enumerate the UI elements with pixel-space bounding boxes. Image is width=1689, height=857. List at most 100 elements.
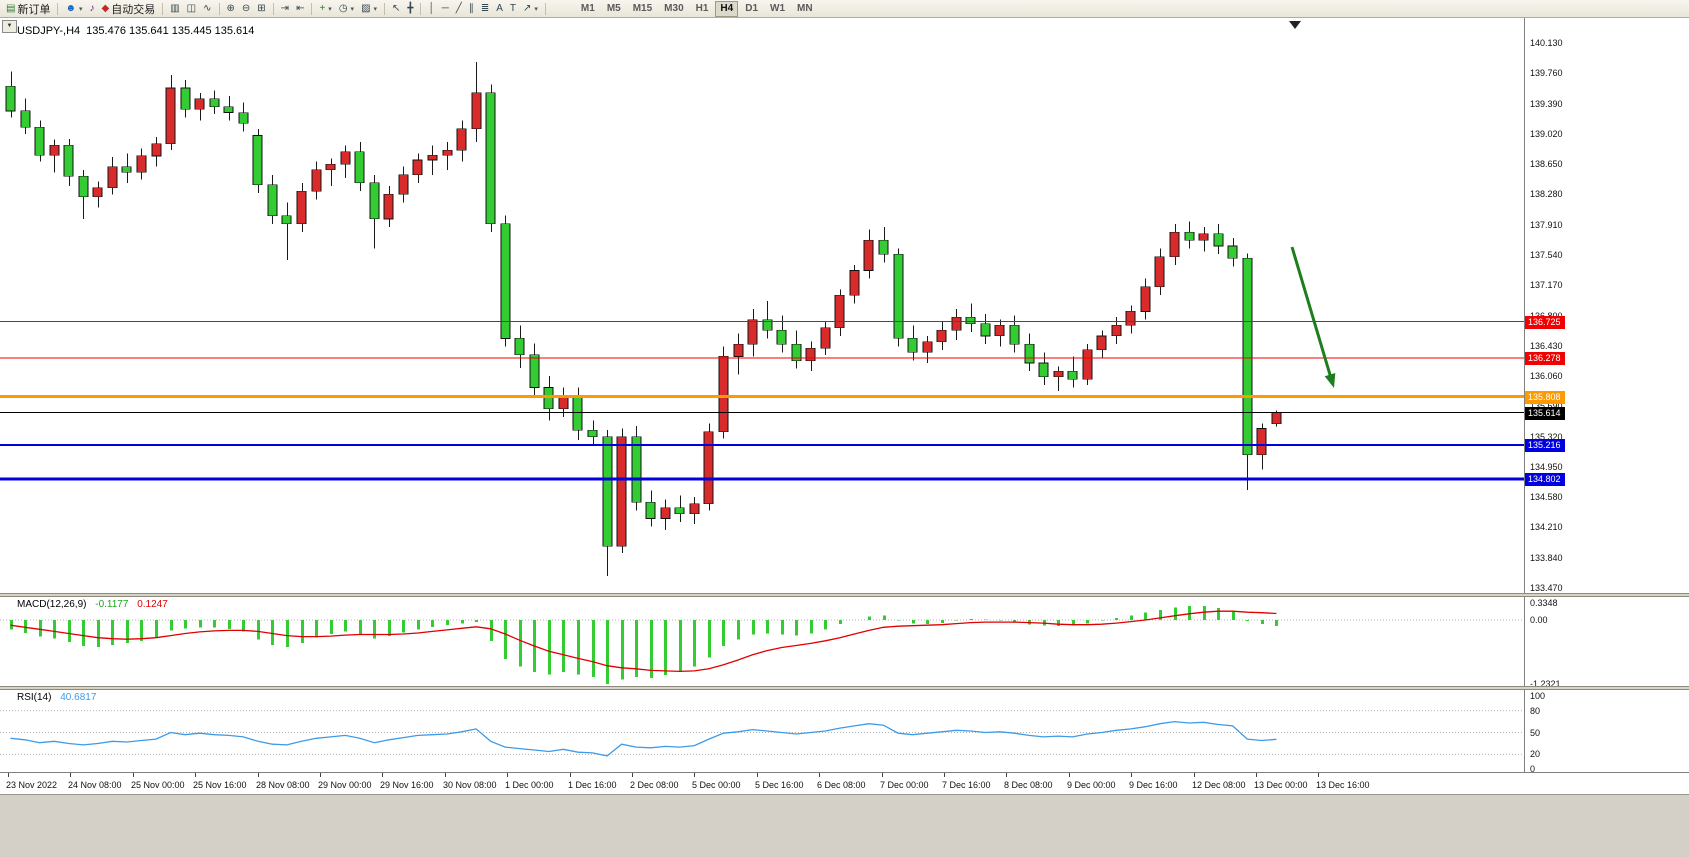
main-chart-canvas[interactable] [0,18,1524,593]
time-tick-label: 13 Dec 16:00 [1316,780,1370,790]
time-tick [632,773,633,777]
alerts-button[interactable]: ♪ [87,1,98,16]
macd-label: MACD(12,26,9) [17,599,87,610]
one-click-trading-toggle[interactable]: ▼ [2,20,17,33]
chart-shift-marker-icon[interactable] [1289,21,1301,29]
vertical-line-icon: │ [428,2,435,14]
periods-button[interactable]: ◷ ▾ [336,1,357,16]
time-tick [133,773,134,777]
time-tick-label: 5 Dec 16:00 [755,780,804,790]
time-tick-label: 23 Nov 2022 [6,780,58,790]
main-chart-panel[interactable]: ▼ USDJPY-,H4 135.476 135.641 135.445 135.… [0,18,1524,593]
time-tick-label: 25 Nov 16:00 [193,780,247,790]
line-chart-button[interactable]: ∿ [200,1,214,16]
timeframe-h4-button[interactable]: H4 [715,0,739,17]
horizontal-line-button[interactable]: ─ [439,1,452,16]
price-badge: 135.808 [1525,391,1565,404]
auto-trading-label: 自动交易 [111,3,156,16]
arrow-annotation[interactable] [1290,246,1333,379]
cursor-button[interactable]: ↖ [389,1,403,16]
time-tick-label: 7 Dec 16:00 [942,780,991,790]
crosshair-button[interactable]: ╋ [404,1,416,16]
bar-chart-icon: ▥ [170,2,180,14]
timeframe-d1-button[interactable]: D1 [745,2,759,14]
price-tick-label: 135.320 [1530,432,1563,442]
rsi-label: RSI(14) [17,692,52,703]
caret-down-icon: ▾ [78,5,83,13]
time-tick [1006,773,1007,777]
time-scale[interactable]: 23 Nov 2022 24 Nov 08:00 25 Nov 00:00 25 No… [0,772,1689,794]
profiles-button[interactable]: ☻ ▾ [62,1,85,16]
auto-scroll-button[interactable]: ⇥ [278,1,292,16]
timeframe-m15-button[interactable]: M15 [632,2,653,14]
time-tick [1194,773,1195,777]
macd-tick-label: 0.00 [1530,615,1548,625]
macd-panel[interactable]: MACD(12,26,9) -0.1177 0.1247 [0,597,1524,686]
zoom-in-icon: ⊕ [226,2,235,14]
trendline-button[interactable]: ╱ [453,1,465,16]
rsi-tick-label: 20 [1530,749,1541,759]
text-button[interactable]: A [493,1,506,16]
timeframe-m30-button[interactable]: M30 [664,2,684,14]
toolbar-separator [384,2,386,15]
indicators-button[interactable]: + ▾ [316,1,334,16]
time-tick [445,773,446,777]
price-tick-label: 136.060 [1530,371,1563,381]
price-badge: 134.802 [1525,473,1565,486]
caret-down-icon: ▾ [373,5,378,13]
ohlc-values: 135.476 135.641 135.445 135.614 [86,25,255,37]
chart-shift-icon: ⇤ [296,2,305,14]
rsi-canvas[interactable] [0,690,1524,772]
toolbar: ▤ 新订单 ☻ ▾ ♪ ◆ 自动交易 ▥ ◫ ∿ ⊕ ⊖ ⊞ ⇥ ⇤ + ▾ ◷ ▾ ▨ ▾ ↖ ╋ │ ─ ╱ ∥ ≣ A T ↗ ▾ M1 M… [0,0,1689,18]
timeframe-m5-button[interactable]: M5 [606,2,621,14]
panel-splitter[interactable] [0,593,1689,597]
caret-down-icon: ▾ [350,5,355,13]
tile-windows-button[interactable]: ⊞ [254,1,268,16]
price-tick-label: 133.470 [1530,583,1563,593]
rsi-tick-label: 0 [1530,764,1536,774]
new-order-icon: ▤ [6,2,16,14]
time-tick [882,773,883,777]
chevron-down-icon: ▼ [6,23,13,29]
equidistant-channel-button[interactable]: ∥ [466,1,477,16]
price-scale[interactable]: 140.130 139.760 139.390 139.020 138.650 138.2… [1524,18,1689,774]
price-badge: 136.725 [1525,316,1565,329]
caret-down-icon: ▾ [328,5,332,13]
time-tick [1069,773,1070,777]
time-tick [195,773,196,777]
fibonacci-button[interactable]: ≣ [478,1,492,16]
macd-histogram [10,606,1278,684]
chart-title: USDJPY-,H4 135.476 135.641 135.445 135.61… [17,25,254,37]
time-tick [757,773,758,777]
macd-value: -0.1177 [95,599,129,610]
text-label-button[interactable]: T [507,1,519,16]
arrow-annotation-head[interactable] [1324,373,1336,388]
panel-splitter[interactable] [0,686,1689,690]
zoom-in-button[interactable]: ⊕ [224,1,238,16]
rsi-panel[interactable]: RSI(14) 40.6817 [0,690,1524,772]
time-tick [382,773,383,777]
timeframe-h1-button[interactable]: H1 [695,2,709,14]
macd-canvas[interactable] [0,597,1524,686]
templates-button[interactable]: ▨ ▾ [358,1,380,16]
rsi-title: RSI(14) 40.6817 [17,692,96,703]
auto-trading-button[interactable]: ◆ 自动交易 [99,1,159,16]
indicators-icon: + [319,2,326,14]
bar-chart-button[interactable]: ▥ [167,1,182,16]
arrows-button[interactable]: ↗ ▾ [520,1,541,16]
new-order-label: 新订单 [17,3,51,16]
timeframe-w1-button[interactable]: W1 [770,2,786,14]
candlestick-chart-button[interactable]: ◫ [184,1,199,16]
timeframe-m1-button[interactable]: M1 [580,2,595,14]
timeframe-mn-button[interactable]: MN [797,2,813,14]
new-order-button[interactable]: ▤ 新订单 [3,1,53,16]
rsi-tick-label: 80 [1530,706,1541,716]
chart-shift-button[interactable]: ⇤ [293,1,307,16]
time-tick [694,773,695,777]
vertical-line-button[interactable]: │ [425,1,437,16]
zoom-out-button[interactable]: ⊖ [239,1,253,16]
time-tick-label: 13 Dec 00:00 [1254,780,1308,790]
time-tick-label: 29 Nov 00:00 [318,780,372,790]
price-tick-label: 139.020 [1530,129,1563,139]
